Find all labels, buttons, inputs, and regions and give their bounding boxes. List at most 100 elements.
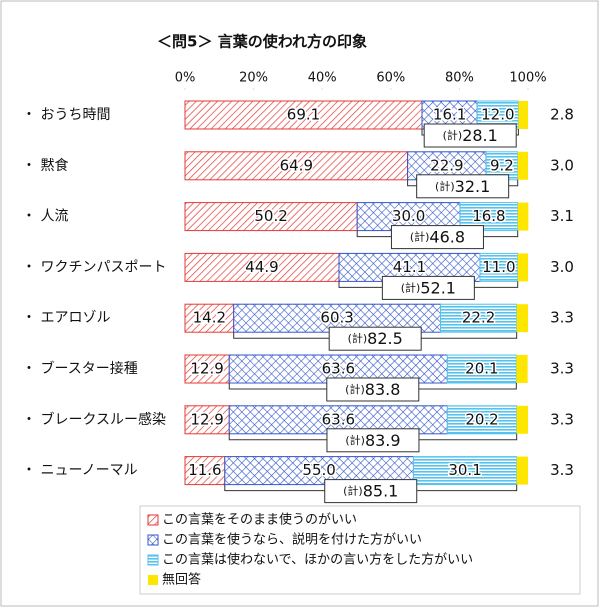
legend-swatch	[147, 514, 159, 526]
value-label: 20.2	[465, 410, 498, 428]
total-prefix: (計)	[435, 179, 455, 193]
category-label: ・ ニューノーマル	[22, 463, 138, 479]
total-box	[328, 326, 422, 351]
total-prefix: (計)	[345, 433, 365, 447]
value-label: 9.2	[490, 156, 514, 174]
value-label: 3.3	[550, 461, 574, 479]
total-value: 46.8	[429, 227, 465, 246]
bar-segment	[517, 253, 528, 282]
bar-segment	[516, 355, 528, 383]
total-prefix: (計)	[410, 230, 430, 244]
total-prefix: (計)	[348, 331, 368, 345]
total-box	[381, 275, 475, 300]
total-label: (計)83.8	[345, 380, 400, 399]
value-label: 20.1	[465, 360, 498, 378]
x-tick-label: 40%	[308, 71, 337, 86]
category-label: ・ おうち時間	[22, 107, 110, 123]
total-box	[416, 174, 510, 199]
bar-segment	[184, 100, 423, 130]
bar-segment	[446, 354, 517, 384]
bar-segment	[412, 456, 518, 486]
bar-segment	[517, 202, 529, 231]
bar-segment	[517, 151, 528, 180]
total-label: (計)46.8	[410, 227, 465, 246]
total-box	[324, 479, 418, 504]
bar-segment	[446, 405, 518, 435]
value-label: 3.0	[550, 156, 574, 174]
total-label: (計)85.1	[343, 481, 398, 500]
total-prefix: (計)	[343, 484, 363, 498]
value-label: 30.0	[392, 207, 425, 225]
category-label: ・ ブレークスルー感染	[22, 411, 166, 428]
x-tick-label: 20%	[239, 71, 268, 86]
chart-title: ＜問5＞ 言葉の使われ方の印象	[157, 33, 367, 51]
value-label: 16.1	[433, 106, 466, 124]
total-value: 83.8	[365, 380, 401, 399]
legend-frame	[139, 505, 581, 595]
value-label: 12.0	[481, 106, 514, 124]
value-label: 22.2	[462, 309, 495, 327]
value-label: 30.1	[448, 461, 481, 479]
total-label: (計)32.1	[435, 176, 490, 195]
total-prefix: (計)	[443, 128, 463, 142]
value-label: 69.1	[287, 106, 320, 124]
bar-segment	[184, 151, 409, 181]
value-label: 44.9	[245, 258, 278, 276]
bar-segment	[184, 456, 226, 486]
total-value: 52.1	[420, 278, 456, 297]
bar-segment	[184, 303, 235, 333]
x-tick-label: 100%	[509, 71, 546, 86]
bar-segment	[184, 354, 230, 384]
category-label: ・ ブースター接種	[22, 360, 138, 377]
legend-label: 無回答	[162, 572, 201, 588]
value-label: 3.3	[550, 410, 574, 428]
bar-segment	[516, 405, 528, 434]
x-tick-label: 0%	[175, 71, 196, 86]
value-label: 64.9	[280, 156, 313, 174]
value-label: 63.6	[322, 360, 355, 378]
value-label: 22.9	[430, 156, 463, 174]
value-label: 2.8	[550, 106, 574, 124]
total-label: (計)82.5	[348, 329, 403, 348]
value-label: 3.1	[550, 207, 574, 225]
legend-swatch	[147, 534, 159, 546]
value-label: 41.1	[393, 258, 426, 276]
bar-segment	[184, 405, 230, 435]
value-label: 11.6	[188, 461, 221, 479]
value-label: 55.0	[302, 461, 335, 479]
value-label: 16.8	[472, 207, 505, 225]
legend-label: この言葉を使うなら、説明を付けた方がいい	[162, 532, 422, 548]
total-label: (計)83.9	[345, 430, 400, 449]
total-label: (計)28.1	[443, 126, 498, 145]
value-label: 3.3	[550, 309, 574, 327]
total-value: 28.1	[462, 126, 498, 145]
value-label: 12.9	[190, 360, 223, 378]
legend-swatch	[148, 575, 158, 585]
value-label: 3.0	[550, 258, 574, 276]
x-tick-label: 60%	[376, 71, 405, 86]
total-box	[326, 377, 420, 402]
category-label: ・ 黙食	[22, 157, 68, 174]
bar-segment	[518, 101, 528, 129]
legend-label: この言葉をそのまま使うのがいい	[162, 512, 357, 528]
value-label: 11.0	[482, 258, 515, 276]
value-label: 50.2	[254, 207, 287, 225]
legend-swatch	[147, 554, 159, 566]
total-prefix: (計)	[345, 382, 365, 396]
bar-segment	[479, 252, 519, 282]
x-tick-label: 80%	[445, 71, 474, 86]
category-label: ・ 人流	[22, 209, 68, 225]
total-value: 32.1	[455, 176, 491, 195]
total-label: (計)52.1	[401, 278, 456, 297]
value-label: 14.2	[193, 309, 226, 327]
total-prefix: (計)	[401, 280, 421, 294]
total-box	[423, 123, 517, 148]
value-label: 63.6	[322, 410, 355, 428]
bar-segment	[516, 456, 528, 485]
category-label: ・ エアロゾル	[22, 310, 110, 326]
value-label: 3.3	[550, 360, 574, 378]
value-label: 12.9	[190, 410, 223, 428]
total-value: 85.1	[363, 481, 399, 500]
